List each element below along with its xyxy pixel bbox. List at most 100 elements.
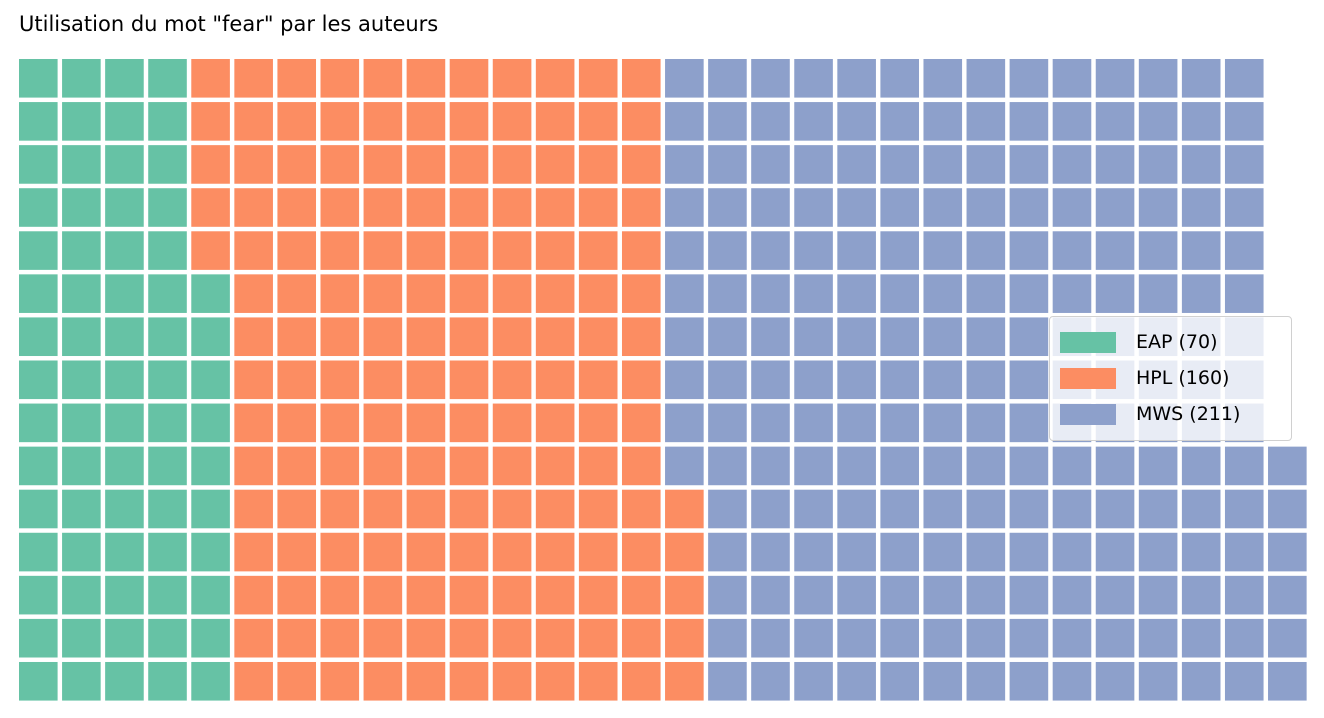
waffle-cell-eap — [148, 446, 187, 486]
waffle-cell-mws — [751, 360, 790, 400]
waffle-cell-eap — [105, 274, 144, 313]
legend-swatch-mws — [1060, 403, 1116, 425]
waffle-cell-hpl — [234, 618, 273, 658]
waffle-cell-mws — [966, 532, 1006, 572]
waffle-cell-mws — [923, 489, 963, 529]
waffle-cell-mws — [966, 575, 1006, 615]
waffle-cell-hpl — [492, 102, 532, 141]
waffle-cell-mws — [966, 231, 1006, 270]
waffle-cell-hpl — [578, 403, 618, 443]
legend-label-hpl: HPL (160) — [1136, 367, 1230, 389]
waffle-cell-mws — [1138, 532, 1178, 572]
waffle-cell-hpl — [621, 360, 661, 400]
waffle-cell-mws — [880, 231, 919, 270]
waffle-cell-hpl — [406, 231, 446, 270]
waffle-cell-hpl — [234, 489, 273, 529]
waffle-cell-mws — [923, 403, 963, 443]
waffle-cell-mws — [751, 274, 790, 313]
legend-swatch-hpl — [1060, 367, 1116, 389]
waffle-cell-hpl — [277, 489, 317, 529]
waffle-cell-mws — [708, 145, 747, 184]
waffle-cell-mws — [1009, 446, 1049, 486]
waffle-cell-mws — [1181, 575, 1221, 615]
waffle-cell-hpl — [406, 446, 446, 486]
waffle-cell-mws — [708, 188, 747, 227]
waffle-cell-mws — [923, 145, 963, 184]
waffle-cell-hpl — [535, 532, 575, 572]
waffle-cell-eap — [19, 360, 58, 400]
waffle-cell-hpl — [277, 145, 317, 184]
waffle-cell-mws — [880, 188, 919, 227]
waffle-cell-hpl — [234, 188, 273, 227]
waffle-cell-hpl — [621, 618, 661, 658]
waffle-cell-hpl — [535, 618, 575, 658]
waffle-cell-mws — [923, 59, 963, 98]
waffle-cell-hpl — [492, 575, 532, 615]
waffle-cell-mws — [665, 403, 704, 443]
waffle-cell-hpl — [621, 317, 661, 357]
waffle-cell-mws — [1095, 618, 1135, 658]
waffle-cell-hpl — [191, 145, 230, 184]
waffle-cell-mws — [966, 188, 1006, 227]
waffle-cell-mws — [1181, 618, 1221, 658]
legend: EAP (70) HPL (160) MWS (211) — [1049, 316, 1292, 441]
waffle-cell-hpl — [320, 188, 360, 227]
waffle-cell-eap — [19, 59, 58, 98]
waffle-cell-hpl — [234, 102, 273, 141]
waffle-cell-hpl — [320, 360, 360, 400]
waffle-cell-hpl — [234, 403, 273, 443]
waffle-cell-hpl — [277, 403, 317, 443]
waffle-cell-hpl — [492, 489, 532, 529]
waffle-cell-hpl — [277, 274, 317, 313]
waffle-cell-hpl — [449, 446, 489, 486]
waffle-cell-mws — [966, 661, 1006, 701]
waffle-cell-mws — [708, 274, 747, 313]
waffle-cell-mws — [708, 618, 747, 658]
waffle-cell-mws — [966, 102, 1006, 141]
waffle-cell-hpl — [535, 403, 575, 443]
waffle-cell-hpl — [665, 489, 704, 529]
waffle-cell-mws — [1138, 489, 1178, 529]
waffle-cell-mws — [751, 102, 790, 141]
waffle-cell-mws — [1095, 446, 1135, 486]
waffle-cell-hpl — [578, 59, 618, 98]
waffle-cell-hpl — [406, 59, 446, 98]
waffle-cell-mws — [751, 489, 790, 529]
waffle-cell-hpl — [277, 231, 317, 270]
waffle-cell-hpl — [406, 102, 446, 141]
waffle-cell-eap — [19, 532, 58, 572]
waffle-cell-mws — [794, 59, 833, 98]
waffle-cell-eap — [62, 360, 101, 400]
waffle-cell-hpl — [320, 274, 360, 313]
waffle-cell-eap — [62, 231, 101, 270]
waffle-cell-hpl — [277, 59, 317, 98]
waffle-cell-hpl — [191, 59, 230, 98]
waffle-cell-hpl — [449, 274, 489, 313]
waffle-cell-mws — [1181, 489, 1221, 529]
waffle-cell-mws — [1009, 274, 1049, 313]
waffle-cell-mws — [794, 102, 833, 141]
waffle-cell-mws — [923, 102, 963, 141]
waffle-cell-mws — [1224, 575, 1264, 615]
waffle-cell-eap — [191, 661, 230, 701]
waffle-cell-mws — [1268, 618, 1307, 658]
waffle-cell-mws — [837, 145, 876, 184]
waffle-cell-eap — [19, 102, 58, 141]
waffle-cell-eap — [148, 532, 187, 572]
waffle-cell-mws — [1224, 145, 1264, 184]
waffle-cell-hpl — [320, 489, 360, 529]
waffle-cell-mws — [1224, 274, 1264, 313]
waffle-cell-hpl — [277, 317, 317, 357]
waffle-cell-hpl — [363, 618, 403, 658]
waffle-cell-hpl — [621, 231, 661, 270]
waffle-cell-mws — [1052, 145, 1092, 184]
legend-item-eap: EAP (70) — [1050, 324, 1291, 360]
waffle-cell-hpl — [320, 403, 360, 443]
waffle-cell-hpl — [320, 102, 360, 141]
waffle-cell-eap — [19, 317, 58, 357]
waffle-cell-hpl — [578, 317, 618, 357]
waffle-cell-mws — [708, 231, 747, 270]
waffle-cell-hpl — [665, 618, 704, 658]
waffle-cell-hpl — [449, 360, 489, 400]
